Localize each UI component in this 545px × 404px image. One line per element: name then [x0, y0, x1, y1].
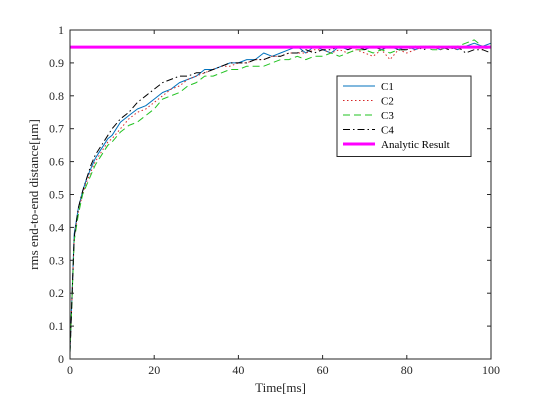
y-tick-label: 0.1: [49, 319, 64, 333]
x-tick-label: 100: [482, 363, 500, 377]
y-axis-label: rms end-to-end distance[μm]: [26, 119, 41, 270]
legend-entry-c1: C1: [381, 81, 394, 93]
y-tick-label: 0.3: [49, 253, 64, 267]
x-tick-label: 60: [317, 363, 329, 377]
series-layer: [69, 39, 492, 353]
series-line-c4: [69, 45, 492, 353]
y-tick-label: 0.4: [49, 220, 64, 234]
y-tick-label: 0.8: [49, 89, 64, 103]
y-tick-label: 1: [58, 23, 64, 37]
legend: C1 C2 C3 C4 Analytic Result: [336, 75, 472, 157]
y-tick-label: 0: [58, 352, 64, 366]
y-tick-label: 0.2: [49, 286, 64, 300]
x-tick-label: 80: [401, 363, 413, 377]
y-tick-label: 0.6: [49, 155, 64, 169]
x-tick-label: 40: [232, 363, 244, 377]
series-line-c2: [69, 45, 492, 353]
x-axis-label: Time[ms]: [255, 380, 306, 395]
legend-entry-c4: C4: [381, 125, 394, 137]
x-tick-label: 20: [148, 363, 160, 377]
y-tick-label: 0.9: [49, 56, 64, 70]
y-tick-label: 0.7: [49, 122, 64, 136]
series-line-c1: [69, 42, 492, 353]
x-tick-label: 0: [67, 363, 73, 377]
y-tick-label: 0.5: [49, 188, 64, 202]
legend-entry-analytic-result: Analytic Result: [381, 139, 450, 151]
legend-entry-c3: C3: [381, 110, 394, 122]
legend-entry-c2: C2: [381, 96, 394, 108]
axes-layer: 0 20 40 60 80 100 0 0.1 0.2 0.3 0.4 0.5 0.6 0.7 0.8 0.9…: [49, 23, 500, 377]
